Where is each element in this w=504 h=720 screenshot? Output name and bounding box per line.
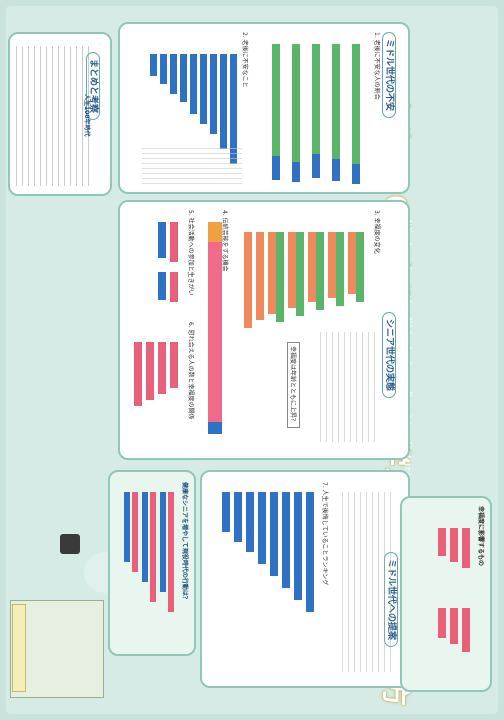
chart7-bar-5 bbox=[258, 492, 266, 564]
chart1-bar-1 bbox=[352, 44, 360, 164]
proposal-text-lines bbox=[342, 492, 392, 672]
chart4-bar-bottom bbox=[208, 422, 222, 434]
summary-text-lines bbox=[16, 46, 94, 186]
chart6-bar-4 bbox=[134, 342, 142, 406]
bottom-right-title: 幸福度に影響するもの bbox=[477, 506, 484, 567]
summary-highlight: 人生100年時代 bbox=[83, 94, 90, 137]
chart3-bar-g3 bbox=[316, 232, 324, 310]
question-text: 健康なシニアを増やして現役時代の行動は？ bbox=[181, 482, 188, 602]
chart5-bar-4 bbox=[158, 272, 166, 300]
chart5-bar-1 bbox=[170, 222, 178, 262]
chart2-bar-2 bbox=[220, 54, 227, 149]
chart2-label: 2. 老後に不安なこと bbox=[241, 32, 248, 88]
chart4-label: 4. 伝統芸能をする機会 bbox=[221, 210, 228, 272]
chart2-bar-4 bbox=[200, 54, 207, 124]
sticky-label bbox=[12, 604, 26, 692]
chart2-bar-8 bbox=[160, 54, 167, 84]
chart6-label: 6. 慰れ合える人の数と幸福度の関係 bbox=[187, 322, 194, 420]
chart3-bar-o2 bbox=[328, 232, 336, 298]
br-bar-4 bbox=[462, 608, 470, 652]
section-heading-senior-reality: シニア世代の実態 bbox=[382, 312, 402, 399]
chart1-bar-2 bbox=[332, 44, 340, 159]
q-bar-2 bbox=[160, 492, 166, 592]
chart1-bar-1b bbox=[352, 164, 360, 184]
chart1-bar-4b bbox=[292, 162, 300, 182]
chart7-label: 7. 人生で後悔していることランキング bbox=[321, 482, 328, 586]
chart4-bar-top bbox=[208, 222, 222, 242]
q-bar-4 bbox=[142, 492, 148, 582]
chart7-bar-8 bbox=[222, 492, 230, 532]
chart7-bar-1 bbox=[306, 492, 314, 612]
chart1-bar-4 bbox=[292, 44, 300, 162]
panel-question: 健康なシニアを増やして現役時代の行動は？ bbox=[108, 470, 196, 656]
chart2-bar-7 bbox=[170, 54, 177, 94]
chart7-bar-6 bbox=[246, 492, 254, 552]
chart6-bar-1 bbox=[170, 342, 178, 388]
chart6-bar-2 bbox=[158, 342, 166, 394]
chart3-bar-g1 bbox=[356, 232, 364, 302]
q-bar-1 bbox=[168, 492, 174, 612]
chart3-bar-o5 bbox=[268, 232, 276, 314]
chart2-bar-3 bbox=[210, 54, 217, 134]
chart3-bar-g4 bbox=[296, 232, 304, 316]
chart3-bar-o1 bbox=[348, 232, 356, 294]
chart3-bar-g5 bbox=[276, 232, 284, 322]
br-bar-1 bbox=[462, 528, 470, 568]
chart7-bar-3 bbox=[282, 492, 290, 588]
chart3-bar-g2 bbox=[336, 232, 344, 306]
br-bar-2 bbox=[450, 528, 458, 562]
section-heading-middle-anxiety: ミドル世代の不安 bbox=[382, 32, 402, 119]
chart3-bar-o3 bbox=[308, 232, 316, 302]
chart2-text-lines bbox=[142, 144, 242, 184]
q-bar-5 bbox=[132, 492, 138, 572]
chart1-bar-3 bbox=[312, 44, 320, 154]
chart2-bar-9 bbox=[150, 54, 157, 76]
chart1-bar-3b bbox=[312, 154, 320, 178]
panel-bottom-right: 幸福度に影響するもの bbox=[400, 496, 492, 692]
q-bar-6 bbox=[124, 492, 130, 562]
chart2-bar-6 bbox=[180, 54, 187, 102]
chart7-bar-2 bbox=[294, 492, 302, 600]
heading-badge: シニア世代の実態 bbox=[382, 312, 396, 399]
chart2-bar-1 bbox=[230, 54, 237, 164]
br-bar-6 bbox=[438, 608, 446, 638]
chart2-bar-5 bbox=[190, 54, 197, 114]
chart1-label: 1. 老後に不安な人の割合 bbox=[373, 32, 380, 100]
chart3-bar-o6 bbox=[256, 232, 264, 320]
chart3-bar-o4 bbox=[288, 232, 296, 308]
chart7-bar-4 bbox=[270, 492, 278, 576]
chart7-bar-7 bbox=[234, 492, 242, 542]
senior-callout: 幸福度は年齢とともに上昇？ bbox=[287, 342, 300, 429]
chart6-bar-3 bbox=[146, 342, 154, 400]
chart3-label: 3. 幸福度の変化 bbox=[373, 210, 380, 254]
heading-badge: ミドル世代の不安 bbox=[382, 32, 396, 119]
chart5-bar-3 bbox=[158, 222, 166, 258]
chart3-bar-o7 bbox=[244, 232, 252, 328]
chart5-label: 5. 社会活動への参加と生きがい bbox=[187, 210, 194, 296]
panel-middle-anxiety: ミドル世代の不安 1. 老後に不安な人の割合 2. 老後に不安なこと bbox=[118, 22, 410, 194]
chart4-bar bbox=[208, 222, 222, 422]
panel-summary: まとめと考察 人生100年時代 bbox=[8, 32, 112, 196]
q-bar-3 bbox=[150, 492, 156, 602]
chart5-bar-2 bbox=[170, 272, 178, 302]
panel-proposal: ミドル世代への提案 7. 人生で後悔していることランキング bbox=[200, 470, 410, 688]
qr-code-icon bbox=[60, 534, 80, 554]
senior-text-lines bbox=[320, 332, 380, 442]
br-bar-3 bbox=[438, 528, 446, 556]
br-bar-5 bbox=[450, 608, 458, 644]
chart1-bar-2b bbox=[332, 159, 340, 181]
panel-senior-reality: シニア世代の実態 3. 幸福度の変化 幸福度は年齢とともに上昇？ 4. 伝統芸能… bbox=[118, 200, 410, 460]
chart1-bar-5 bbox=[272, 44, 280, 156]
chart1-bar-5b bbox=[272, 156, 280, 180]
